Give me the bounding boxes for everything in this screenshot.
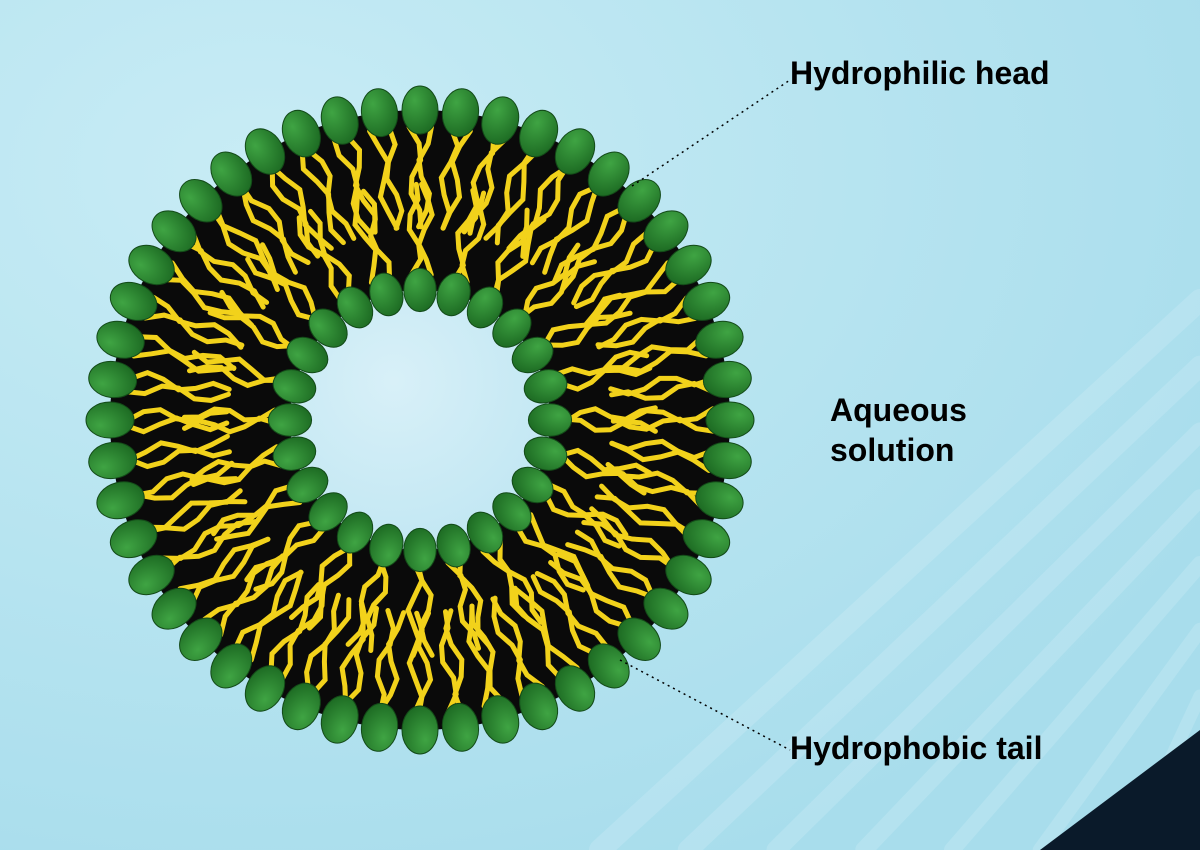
diagram-svg [0, 0, 1200, 850]
label-hydrophilic-head: Hydrophilic head [790, 55, 1050, 92]
label-hydrophobic-tail: Hydrophobic tail [790, 730, 1042, 767]
liposome-diagram: Hydrophilic head Aqueous solution Hydrop… [0, 0, 1200, 850]
label-aqueous-solution: Aqueous solution [830, 390, 967, 470]
